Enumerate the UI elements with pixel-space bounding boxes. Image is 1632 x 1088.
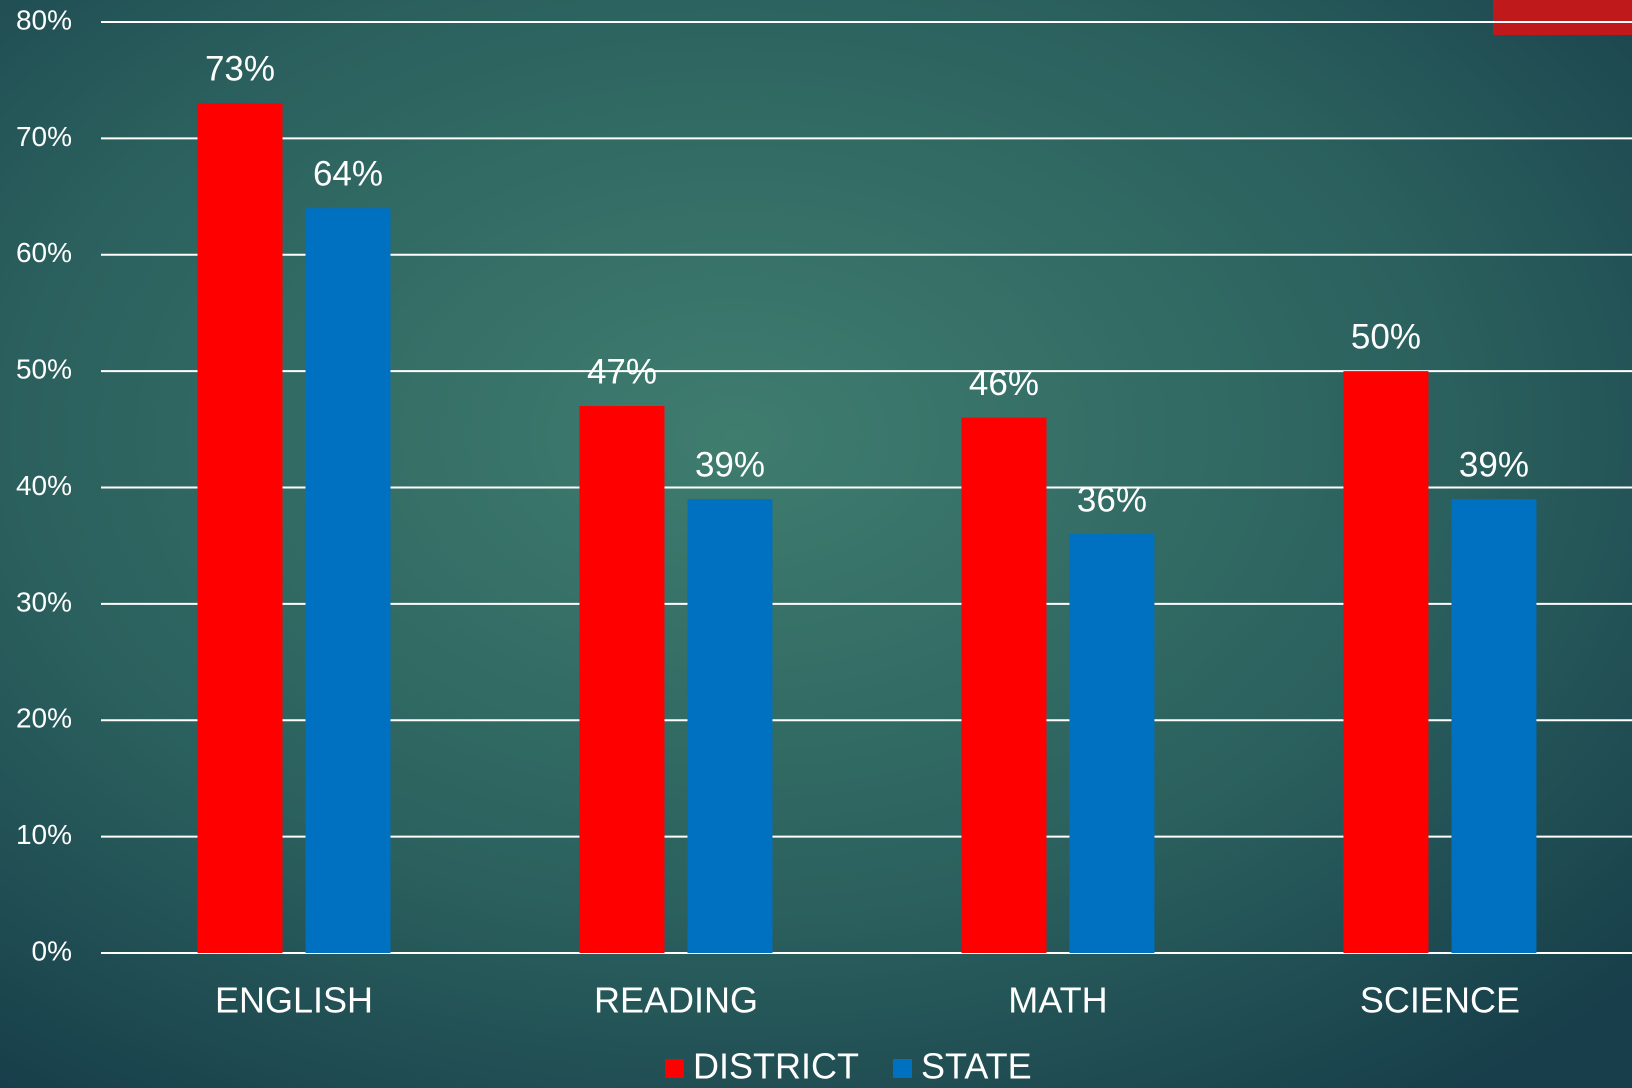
legend-swatch bbox=[893, 1059, 912, 1078]
bar bbox=[305, 208, 391, 953]
bar bbox=[1343, 371, 1429, 953]
bar bbox=[961, 417, 1047, 953]
y-tick-label: 50% bbox=[16, 354, 72, 385]
bar bbox=[687, 499, 773, 953]
y-tick-label: 20% bbox=[16, 703, 72, 734]
bar bbox=[579, 406, 665, 954]
value-label: 73% bbox=[205, 50, 275, 89]
bar bbox=[1069, 534, 1155, 953]
legend-label: DISTRICT bbox=[693, 1046, 859, 1087]
x-tick-label: READING bbox=[594, 980, 758, 1021]
value-label: 50% bbox=[1351, 317, 1421, 356]
bar bbox=[197, 103, 283, 953]
value-label: 36% bbox=[1077, 480, 1147, 519]
y-tick-label: 40% bbox=[16, 470, 72, 501]
value-label: 47% bbox=[587, 352, 657, 391]
value-label: 39% bbox=[1459, 445, 1529, 484]
x-tick-label: MATH bbox=[1008, 980, 1107, 1021]
y-tick-label: 60% bbox=[16, 237, 72, 268]
bar bbox=[1451, 499, 1537, 953]
x-tick-label: ENGLISH bbox=[215, 980, 373, 1021]
y-tick-label: 80% bbox=[16, 4, 72, 35]
plot bbox=[197, 103, 1537, 954]
y-tick-label: 10% bbox=[16, 819, 72, 850]
corner-accent bbox=[1493, 0, 1632, 35]
y-tick-label: 30% bbox=[16, 586, 72, 617]
value-label: 46% bbox=[969, 364, 1039, 403]
y-tick-label: 0% bbox=[32, 935, 72, 966]
legend-swatch bbox=[665, 1059, 684, 1078]
legend-label: STATE bbox=[921, 1046, 1032, 1087]
value-label: 64% bbox=[313, 154, 383, 193]
x-tick-label: SCIENCE bbox=[1360, 980, 1520, 1021]
y-tick-label: 70% bbox=[16, 121, 72, 152]
value-label: 39% bbox=[695, 445, 765, 484]
